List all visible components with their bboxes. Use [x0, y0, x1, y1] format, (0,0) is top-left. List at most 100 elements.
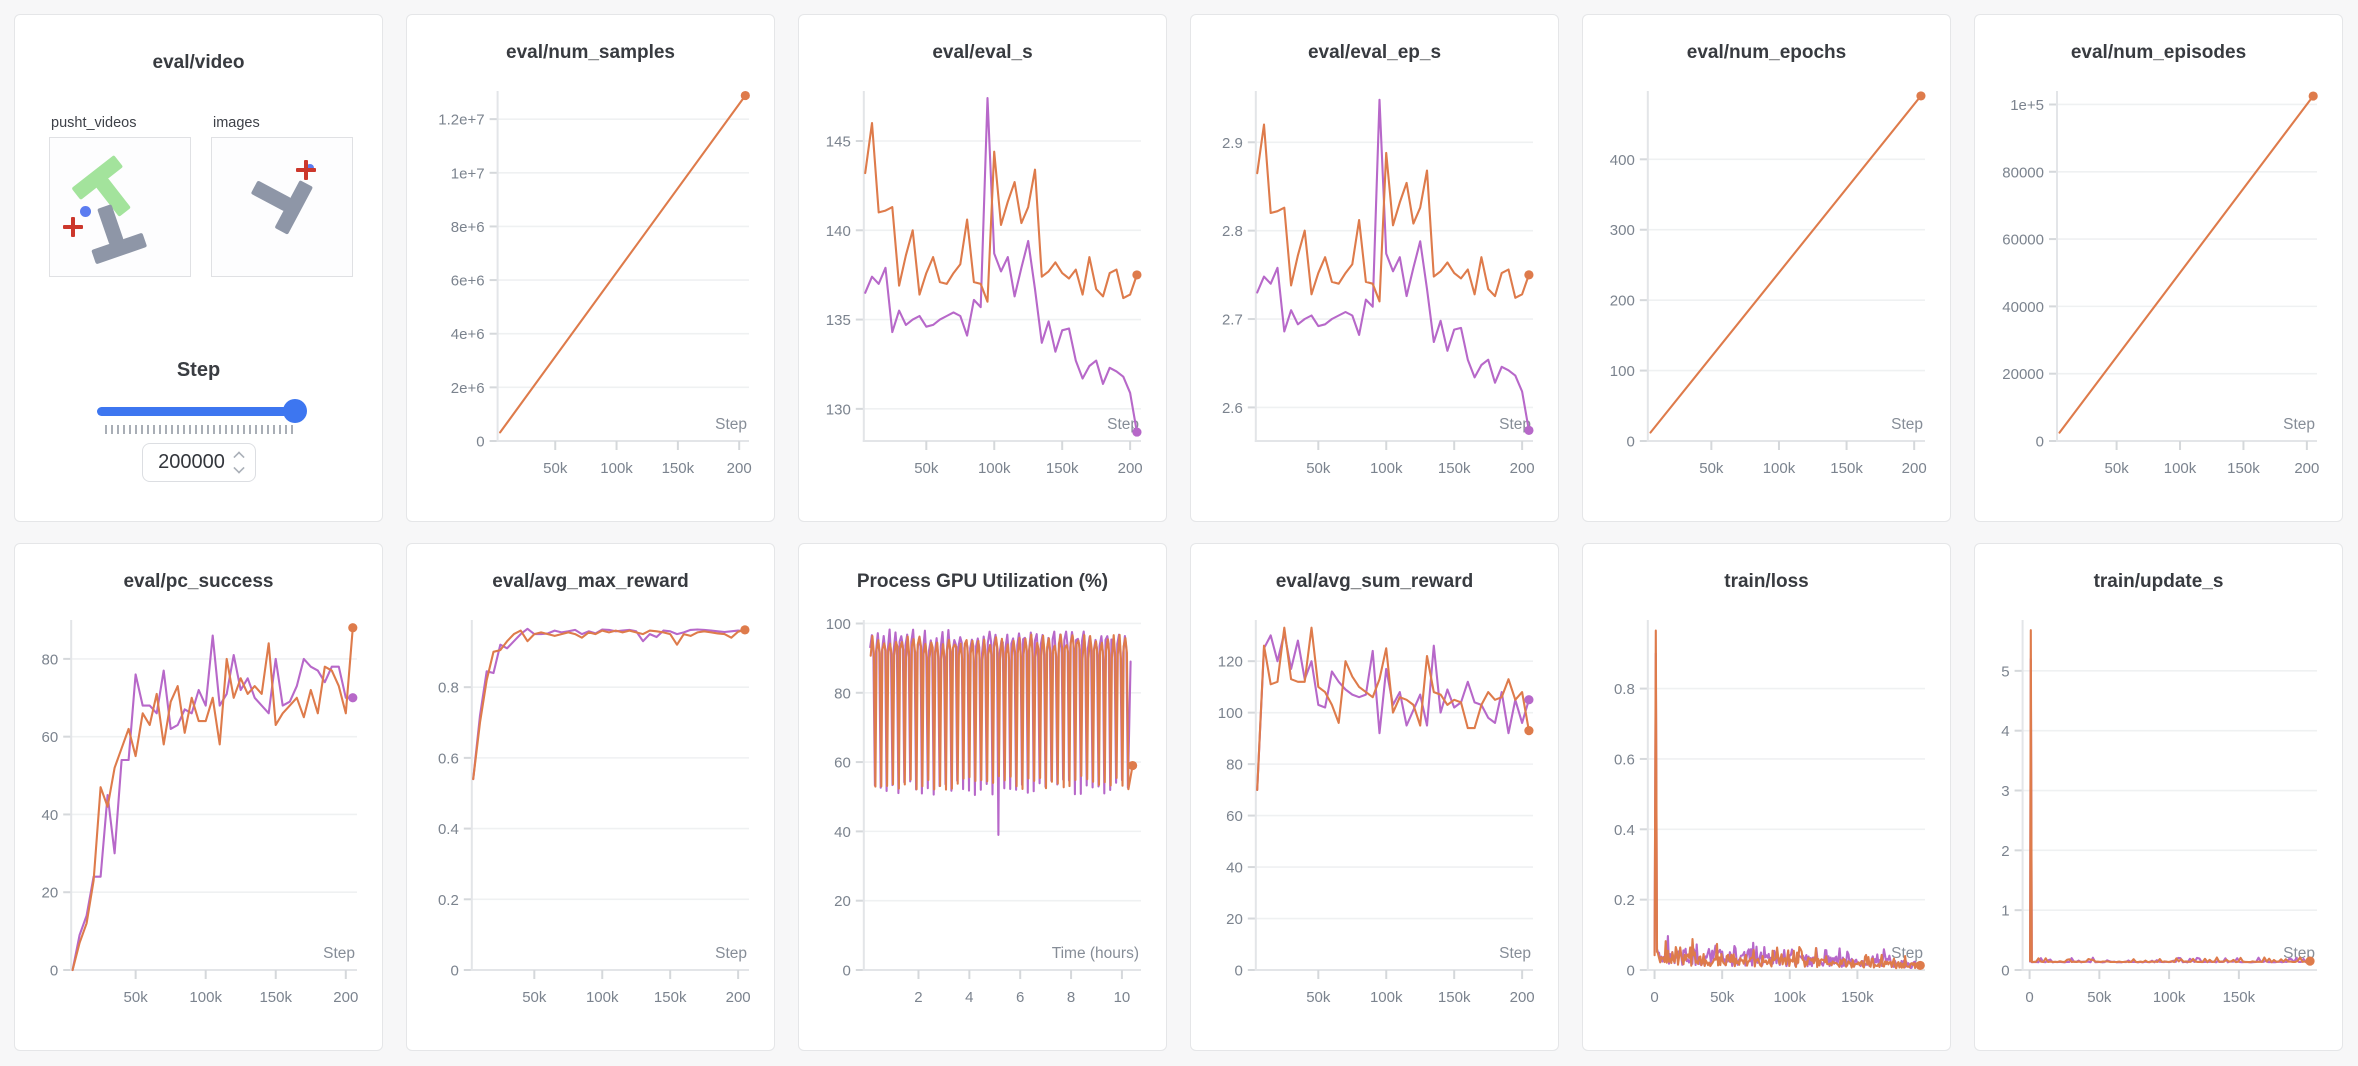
svg-text:2: 2 [2001, 843, 2009, 860]
svg-text:1e+7: 1e+7 [451, 165, 485, 182]
chart-eval-avg-max-reward[interactable]: 0 0.2 0.4 0.6 0.8 50k 100k 150k 200 Step [416, 600, 765, 1024]
svg-text:0: 0 [1234, 963, 1242, 980]
panel-eval-eval-ep-s[interactable]: eval/eval_ep_s 2.6 2.7 2.8 2.9 50k 100k 150k 200… [1190, 14, 1559, 522]
svg-text:2e+6: 2e+6 [451, 380, 485, 397]
svg-text:150k: 150k [2223, 989, 2256, 1006]
svg-text:40: 40 [834, 824, 851, 841]
svg-text:200: 200 [1118, 460, 1143, 477]
svg-text:0: 0 [50, 963, 58, 980]
panel-eval-num-episodes[interactable]: eval/num_episodes 0 20000 40000 60000 80000 1e… [1974, 14, 2343, 522]
svg-text:6e+6: 6e+6 [451, 273, 485, 290]
svg-text:200: 200 [2294, 460, 2319, 477]
svg-text:100: 100 [1218, 705, 1243, 722]
svg-text:50k: 50k [1306, 460, 1331, 477]
panel-train-loss[interactable]: train/loss 0 0.2 0.4 0.6 0.8 0 50k 100k 150k Step [1582, 543, 1951, 1051]
svg-text:1: 1 [2001, 903, 2009, 920]
svg-text:4: 4 [2001, 723, 2009, 740]
chart-eval-num-epochs[interactable]: 0 100 200 300 400 50k 100k 150k 200 Step [1592, 71, 1941, 495]
svg-text:4e+6: 4e+6 [451, 326, 485, 343]
svg-text:100k: 100k [2153, 989, 2186, 1006]
svg-text:150k: 150k [662, 460, 695, 477]
svg-text:100k: 100k [189, 989, 222, 1006]
svg-text:0: 0 [1650, 989, 1658, 1006]
svg-text:20000: 20000 [2002, 366, 2044, 383]
panel-eval-pc-success[interactable]: eval/pc_success 0 20 40 60 80 50k 100k 150k 200 St… [14, 543, 383, 1051]
chart-title: eval/avg_max_reward [492, 571, 689, 592]
svg-text:Step: Step [1891, 945, 1923, 962]
svg-text:150k: 150k [654, 989, 687, 1006]
svg-text:0: 0 [2025, 989, 2033, 1006]
panel-eval-num-epochs[interactable]: eval/num_epochs 0 100 200 300 400 50k 100k 150k 2… [1582, 14, 1951, 522]
svg-text:0: 0 [1626, 434, 1634, 451]
svg-text:4: 4 [965, 989, 973, 1006]
svg-text:300: 300 [1610, 222, 1635, 239]
panel-process-gpu-utilization[interactable]: Process GPU Utilization (%) 0 20 40 60 80 100 2… [798, 543, 1167, 1051]
svg-text:100: 100 [826, 616, 851, 633]
svg-text:135: 135 [826, 312, 851, 329]
svg-text:Step: Step [1891, 416, 1923, 433]
chart-eval-num-samples[interactable]: 0 2e+6 4e+6 6e+6 8e+6 1e+7 1.2e+7 50k 100k 150k 20… [416, 71, 765, 495]
svg-text:10: 10 [1114, 989, 1131, 1006]
svg-text:120: 120 [1218, 654, 1243, 671]
chart-eval-num-episodes[interactable]: 0 20000 40000 60000 80000 1e+5 50k 100k 150k 200 S… [1984, 71, 2333, 495]
svg-text:50k: 50k [914, 460, 939, 477]
image-thumbnail[interactable] [211, 137, 353, 277]
chart-title: Process GPU Utilization (%) [856, 571, 1109, 592]
svg-text:20: 20 [1226, 911, 1243, 928]
svg-text:100k: 100k [1370, 989, 1403, 1006]
svg-text:100k: 100k [2164, 460, 2197, 477]
panel-eval-avg-max-reward[interactable]: eval/avg_max_reward 0 0.2 0.4 0.6 0.8 50k 100k 1… [406, 543, 775, 1051]
chart-title: eval/eval_ep_s [1307, 42, 1442, 63]
panel-eval-video[interactable]: eval/video pusht_videos images Step [14, 14, 383, 522]
panel-eval-avg-sum-reward[interactable]: eval/avg_sum_reward 0 20 40 60 80 100 120 50k 100… [1190, 543, 1559, 1051]
step-slider-ticks [105, 425, 297, 434]
svg-text:60: 60 [1226, 808, 1243, 825]
svg-text:2.8: 2.8 [1222, 223, 1243, 240]
chart-eval-pc-success[interactable]: 0 20 40 60 80 50k 100k 150k 200 Step [24, 600, 373, 1024]
svg-text:200: 200 [1510, 460, 1535, 477]
step-input[interactable] [153, 450, 230, 475]
step-slider-knob[interactable] [283, 399, 307, 423]
video-thumbnail-pusht[interactable] [49, 137, 191, 277]
svg-text:0.6: 0.6 [1614, 751, 1635, 768]
panel-eval-num-samples[interactable]: eval/num_samples 0 2e+6 4e+6 6e+6 8e+6 1e+7 1.2… [406, 14, 775, 522]
svg-text:150k: 150k [1841, 989, 1874, 1006]
step-slider[interactable] [97, 399, 307, 423]
svg-text:145: 145 [826, 134, 851, 151]
chart-eval-eval-s[interactable]: 130 135 140 145 50k 100k 150k 200 Step [808, 71, 1157, 495]
svg-text:5: 5 [2001, 663, 2009, 680]
svg-text:6: 6 [1016, 989, 1024, 1006]
panel-eval-eval-s[interactable]: eval/eval_s 130 135 140 145 50k 100k 150k 200 Ste… [798, 14, 1167, 522]
chart-eval-avg-sum-reward[interactable]: 0 20 40 60 80 100 120 50k 100k 150k 200 Step [1200, 600, 1549, 1024]
svg-text:Step: Step [715, 945, 747, 962]
svg-text:100k: 100k [1763, 460, 1796, 477]
svg-text:2.6: 2.6 [1222, 400, 1243, 417]
svg-text:0.8: 0.8 [438, 680, 459, 697]
svg-text:50k: 50k [1710, 989, 1735, 1006]
svg-text:2.7: 2.7 [1222, 312, 1243, 329]
chart-train-loss[interactable]: 0 0.2 0.4 0.6 0.8 0 50k 100k 150k Step [1592, 600, 1941, 1024]
svg-text:Step: Step [1107, 416, 1139, 433]
chart-process-gpu-utilization[interactable]: 0 20 40 60 80 100 2 4 6 8 10 Time (hours) [808, 600, 1157, 1024]
chevron-down-icon[interactable] [232, 462, 245, 474]
svg-text:200: 200 [726, 989, 751, 1006]
svg-text:0: 0 [2001, 963, 2009, 980]
panel-train-update-s[interactable]: train/update_s 0 1 2 3 4 5 0 50k 100k 150k Step [1974, 543, 2343, 1051]
svg-text:0: 0 [2036, 434, 2044, 451]
svg-text:0: 0 [476, 434, 484, 451]
svg-text:150k: 150k [1830, 460, 1863, 477]
media-key-label: pusht_videos [51, 115, 137, 131]
svg-text:2: 2 [914, 989, 922, 1006]
target-cross-icon [63, 217, 83, 237]
svg-text:150k: 150k [1438, 989, 1471, 1006]
chart-eval-eval-ep-s[interactable]: 2.6 2.7 2.8 2.9 50k 100k 150k 200 Step [1200, 71, 1549, 495]
svg-text:200: 200 [1510, 989, 1535, 1006]
step-stepper[interactable] [232, 451, 245, 474]
svg-text:80000: 80000 [2002, 164, 2044, 181]
step-input-box [141, 443, 256, 482]
svg-text:20: 20 [42, 885, 59, 902]
svg-text:150k: 150k [1438, 460, 1471, 477]
svg-text:50k: 50k [2105, 460, 2130, 477]
